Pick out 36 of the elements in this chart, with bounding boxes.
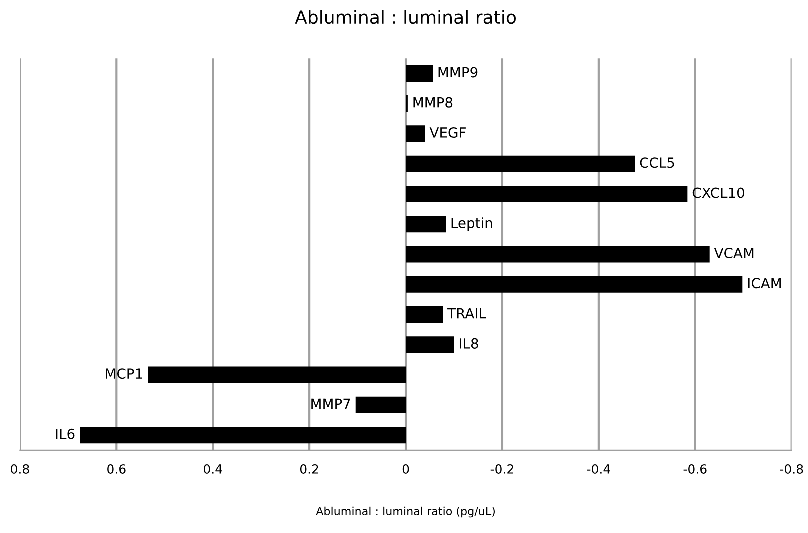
y-tick-label: CXCL10	[692, 188, 744, 198]
y-tick-label: VEGF	[430, 127, 466, 138]
bar	[406, 246, 710, 263]
x-tick-label: 0.2	[300, 464, 318, 474]
bar	[406, 276, 743, 293]
bar	[406, 216, 446, 233]
x-tick-label: -0.6	[684, 464, 707, 474]
bar	[406, 306, 444, 324]
bar	[406, 65, 434, 82]
bar	[148, 366, 406, 384]
y-tick-label: MMP9	[438, 67, 478, 78]
bar	[80, 427, 406, 444]
x-tick-label: 0.8	[11, 464, 30, 474]
bar	[406, 336, 454, 354]
y-tick-label: TRAIL	[448, 308, 486, 319]
x-axis-title: Abluminal : luminal ratio (pg/uL)	[316, 506, 495, 518]
bar	[406, 126, 426, 142]
chart-title: Abluminal : luminal ratio	[295, 10, 516, 24]
y-tick-label: VCAM	[714, 248, 754, 259]
x-tick-label: -0.8	[780, 464, 804, 474]
y-tick-label: Leptin	[452, 218, 492, 232]
x-tick-label: 0	[402, 464, 410, 474]
x-tick-label: -0.2	[490, 464, 514, 474]
y-tick-label: ICAM	[748, 278, 781, 289]
x-tick-label: 0.4	[204, 464, 222, 474]
x-tick-label: -0.4	[587, 464, 610, 474]
bar	[356, 396, 406, 414]
y-tick-label: CCL5	[640, 158, 674, 168]
y-tick-label: IL6	[56, 428, 75, 440]
y-tick-label: MCP1	[106, 368, 142, 380]
bar	[406, 186, 688, 203]
y-tick-label: IL8	[460, 338, 478, 349]
y-tick-label: MMP7	[312, 398, 350, 410]
x-tick-label: 0.6	[108, 464, 126, 474]
bar	[406, 156, 636, 172]
y-tick-label: MMP8	[414, 97, 453, 108]
